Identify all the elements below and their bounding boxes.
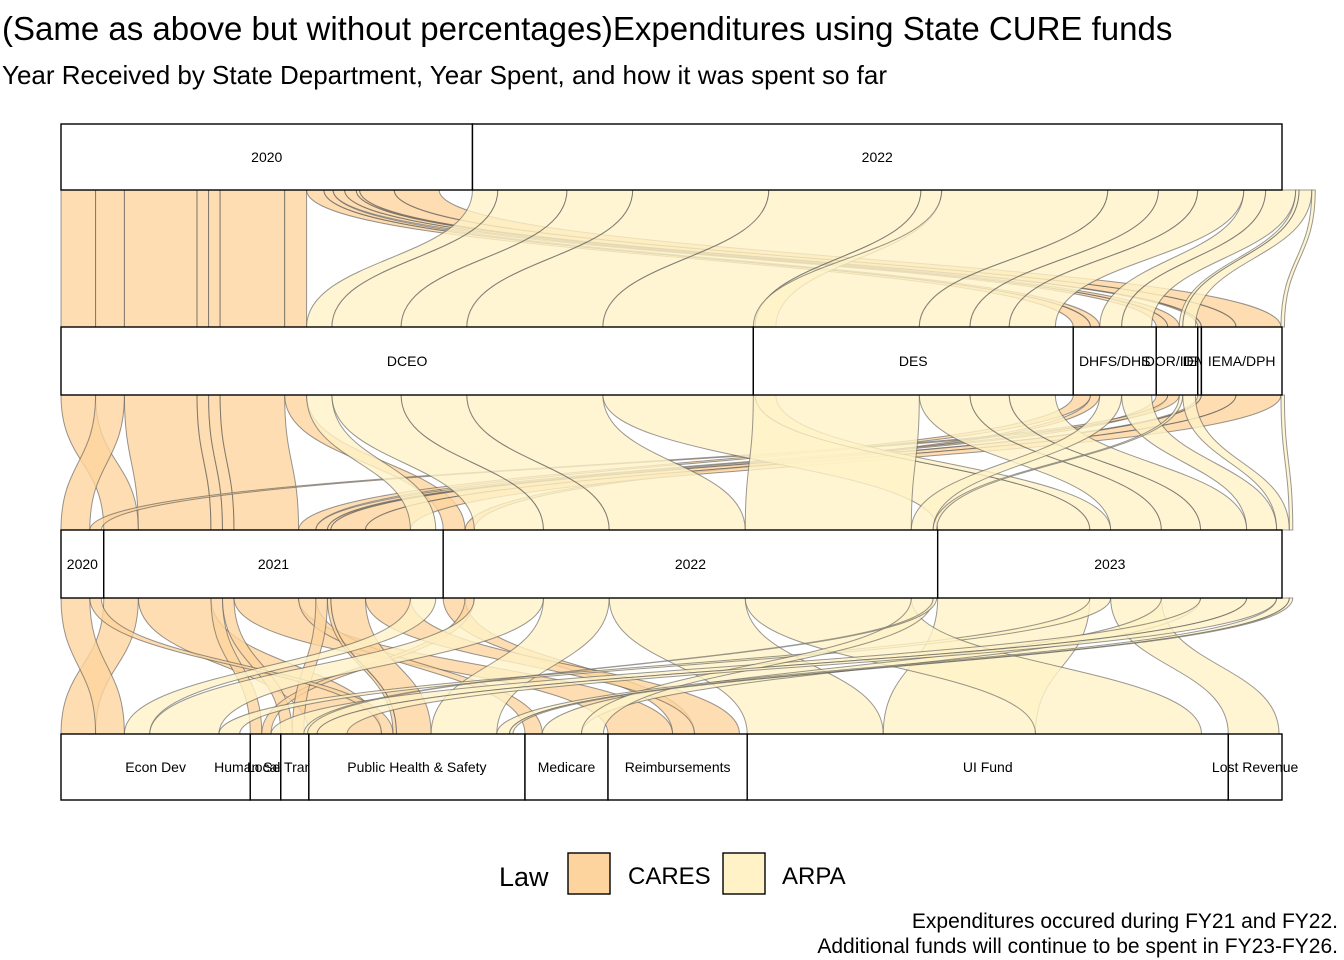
stratum-year-spent-2023 [936,529,1283,599]
stratum-label-category-ui-fund: UI Fund [963,759,1013,775]
stratum-department-des [752,326,1074,396]
stratum-label-year-received-2020: 2020 [251,149,282,165]
stratum-category-public-health-safety [308,733,526,801]
stratum-label-year-spent-2023: 2023 [1094,556,1125,572]
stratum-label-year-spent-2022: 2022 [675,556,706,572]
flow-2-segment-0 [123,189,198,328]
stratum-department-idor-idph [1155,326,1199,396]
alluvial-flows [60,189,1316,735]
caption-line-1: Expenditures occured during FY21 and FY2… [911,910,1338,933]
legend-key-cares [567,852,611,895]
stratum-label-category-public-health-safety: Public Health & Safety [347,759,486,775]
stratum-year-spent-2022 [442,529,939,599]
flow-1-segment-0 [95,189,125,328]
stratum-label-year-spent-2021: 2021 [258,556,289,572]
stratum-year-received-2022 [471,123,1283,191]
stratum-department-dhfs-dhs [1072,326,1157,396]
stratum-label-year-spent-2020: 2020 [67,556,98,572]
stratum-label-department-dceo: DCEO [387,353,428,369]
flow-0-segment-0 [60,189,97,328]
chart-subtitle: Year Received by State Department, Year … [2,60,888,90]
axis-year-received: 2020 2022 [60,123,1283,191]
stratum-label-category-medicare: Medicare [538,759,596,775]
stratum-category-medicare [524,733,609,801]
stratum-label-category-reimbursements: Reimbursements [625,759,731,775]
stratum-year-spent-2021 [103,529,444,599]
legend-label-arpa: ARPA [782,863,846,890]
stratum-department-dceo [60,326,755,396]
stratum-category-lost-revenue [1227,733,1283,801]
flow-6-segment-0 [284,189,308,328]
chart-title: (Same as above but without percentages)E… [2,10,1173,47]
flow-3-segment-0 [196,189,210,328]
stratum-label-department-iema-dph: IEMA/DPH [1208,353,1276,369]
legend-key-arpa [722,852,766,895]
flow-20-segment-1 [744,394,920,531]
flow-4-segment-0 [208,189,221,328]
stratum-label-category-econ-dev: Econ Dev [125,759,186,775]
legend-title: Law [499,862,549,892]
stratum-department-iema-dph [1200,326,1283,396]
legend-label-cares: CARES [628,863,711,890]
stratum-category-reimbursements [607,733,748,801]
stratum-label-department-des: DES [899,353,928,369]
flow-28-segment-1 [1280,394,1294,531]
stratum-label-year-received-2022: 2022 [862,149,893,165]
caption-line-2: Additional funds will continue to be spe… [817,935,1338,958]
flow-28-segment-0 [1280,189,1316,328]
stratum-category-ui-fund [746,733,1229,801]
stratum-category-econ-dev [60,733,251,801]
flow-5-segment-0 [219,189,286,328]
legend: Law CARES ARPA [499,852,846,895]
stratum-label-department-idor-idph: IDOR/IDPH [1141,353,1213,369]
stratum-category-human-services [249,733,282,801]
stratum-label-department-dhfs-dhs: DHFS/DHS [1079,353,1151,369]
axis-year-spent: 2020 2021 2022 2023 [60,529,1283,599]
stratum-label-category-lost-revenue: Lost Revenue [1212,759,1299,775]
